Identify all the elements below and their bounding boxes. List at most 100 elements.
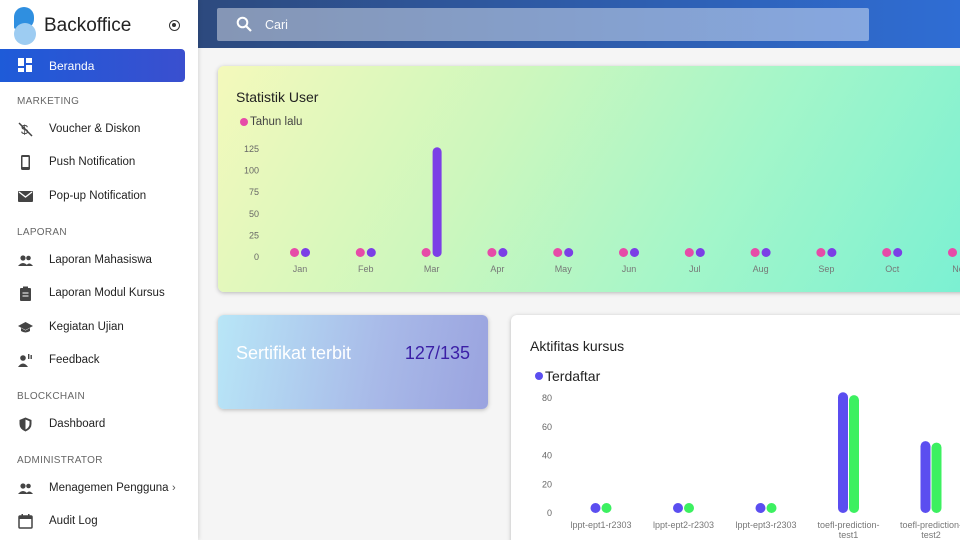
y-tick-label: 0 [547, 508, 552, 518]
chart-bar [755, 503, 766, 513]
x-tick-label: test2 [921, 530, 941, 540]
school-icon [18, 322, 33, 333]
chart-bar [750, 248, 760, 257]
card-title: Aktifitas kursus [530, 338, 625, 354]
feedback-icon [18, 354, 32, 367]
y-tick-label: 80 [542, 393, 552, 403]
chart-bar [590, 503, 601, 513]
sidebar-item-label: Laporan Modul Kursus [49, 287, 165, 299]
y-tick-label: 60 [542, 422, 552, 432]
search-input[interactable] [265, 14, 845, 36]
brand-logo [14, 7, 36, 45]
sidebar-item-kegiatan-ujian[interactable]: Kegiatan Ujian [0, 315, 198, 341]
sidebar: Backoffice Beranda MARKETING $ Voucher &… [0, 0, 198, 540]
sidebar-item-label: Voucher & Diskon [49, 123, 141, 135]
certificate-card: Sertifikat terbit 127/135 [218, 315, 488, 409]
sidebar-item-label: Beranda [49, 59, 95, 73]
sidebar-item-label: Push Notification [49, 156, 136, 168]
sidebar-item-label: Laporan Mahasiswa [49, 254, 152, 266]
y-tick-label: 20 [542, 479, 552, 489]
section-title-blockchain: BLOCKCHAIN [17, 391, 86, 402]
y-tick-label: 50 [249, 209, 259, 219]
chart-bar [619, 248, 628, 257]
chart-bar [366, 248, 376, 257]
chart-bar [920, 441, 931, 513]
chart-bar [487, 248, 497, 257]
x-tick-label: Aug [753, 264, 769, 274]
sidebar-item-menagemen-pengguna[interactable]: Menagemen Pengguna › [0, 476, 198, 502]
y-tick-label: 25 [249, 230, 259, 240]
y-tick-label: 100 [244, 166, 259, 176]
chart-bar [761, 248, 771, 257]
sidebar-item-label: Menagemen Pengguna [49, 482, 169, 494]
x-tick-label: toefl-prediction- [817, 520, 879, 530]
sidebar-item-voucher[interactable]: $ Voucher & Diskon [0, 117, 198, 143]
y-tick-label: 0 [254, 252, 259, 262]
chart-bar [290, 248, 299, 257]
section-title-laporan: LAPORAN [17, 227, 67, 238]
sidebar-toggle-icon[interactable] [169, 20, 180, 31]
sidebar-item-push-notification[interactable]: Push Notification [0, 150, 198, 176]
chart-bar [630, 248, 639, 257]
chart-bar [816, 248, 826, 257]
chart-bar [766, 503, 777, 513]
sidebar-item-label: Pop-up Notification [49, 190, 147, 202]
sidebar-item-audit-log[interactable]: Audit Log [0, 509, 198, 535]
sidebar-item-feedback[interactable]: Feedback [0, 348, 198, 374]
course-activity-card: Aktifitas kursus Terdaftar 0 20 40 60 80 lppt… [511, 315, 960, 540]
x-tick-label: Oct [885, 264, 900, 274]
sidebar-item-laporan-modul-kursus[interactable]: Laporan Modul Kursus [0, 281, 198, 307]
chart-legend[interactable]: Terdaftar [535, 368, 600, 384]
search-bar[interactable] [217, 8, 869, 41]
legend-dot [240, 118, 248, 126]
sidebar-item-popup-notification[interactable]: Pop-up Notification [0, 184, 198, 210]
chart-bar [601, 503, 612, 513]
calendar-icon [18, 514, 33, 529]
y-tick-label: 40 [542, 451, 552, 461]
chart-bar [827, 248, 837, 257]
user-stats-chart: 0 25 50 75 100 125 Jan Feb Mar Apr May Jun Jul Aug Sep… [244, 144, 960, 274]
user-stats-card: Statistik User Tahun lalu 0 25 50 75 100 125 J… [218, 66, 960, 292]
chart-bar [931, 442, 942, 513]
x-tick-label: lppt-ept3-r2303 [735, 520, 796, 530]
sidebar-item-beranda[interactable]: Beranda [0, 49, 185, 82]
x-tick-label: Apr [490, 264, 504, 274]
chart-bar [432, 147, 442, 257]
sidebar-item-dashboard[interactable]: Dashboard [0, 412, 198, 438]
top-bar [198, 0, 960, 48]
x-tick-label: Jun [622, 264, 637, 274]
clipboard-icon [20, 286, 31, 301]
x-tick-label: May [555, 264, 573, 274]
chart-bar [564, 248, 574, 257]
certificate-label: Sertifikat terbit [236, 343, 352, 363]
sidebar-item-laporan-mahasiswa[interactable]: Laporan Mahasiswa [0, 248, 198, 274]
phone-icon [21, 155, 30, 170]
sidebar-item-label: Kegiatan Ujian [49, 321, 124, 333]
brand[interactable]: Backoffice [14, 6, 131, 46]
legend-label: Tahun lalu [250, 116, 303, 128]
sidebar-item-label: Feedback [49, 354, 100, 366]
section-title-administrator: ADMINISTRATOR [17, 455, 103, 466]
chart-bar [695, 248, 705, 257]
x-tick-label: Mar [424, 264, 440, 274]
x-tick-label: Jul [689, 264, 701, 274]
legend-label: Terdaftar [545, 368, 601, 384]
chart-bar [355, 248, 365, 257]
x-tick-label: lppt-ept2-r2303 [653, 520, 714, 530]
sidebar-item-label: Audit Log [49, 515, 98, 527]
sidebar-item-label: Dashboard [49, 418, 106, 430]
money-off-icon: $ [18, 122, 33, 137]
chart-bar [673, 503, 683, 513]
chart-legend[interactable]: Tahun lalu [240, 116, 302, 128]
chart-bar [684, 248, 694, 257]
mail-icon [18, 191, 33, 202]
brand-name: Backoffice [44, 15, 132, 36]
y-tick-label: 75 [249, 187, 259, 197]
chart-bar [421, 248, 431, 257]
section-title-marketing: MARKETING [17, 96, 80, 107]
shield-icon [19, 417, 32, 432]
x-tick-label: Feb [358, 264, 374, 274]
certificate-count: 127/135 [404, 343, 470, 363]
chart-bar [684, 503, 694, 513]
people-icon [18, 483, 33, 494]
